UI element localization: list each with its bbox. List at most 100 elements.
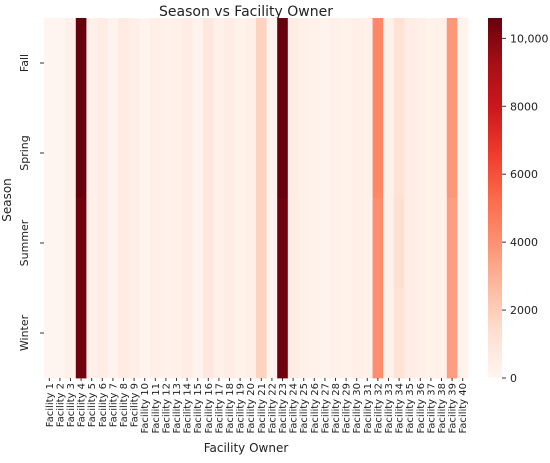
x-tick-label: Facility 17 [214, 383, 225, 434]
heatmap-cell [457, 108, 469, 199]
x-tick-label: Facility 19 [236, 383, 247, 434]
heatmap-cell [393, 198, 405, 289]
heatmap-cell [203, 18, 214, 109]
heatmap-cell [97, 18, 108, 109]
x-tick-label: Facility 13 [172, 383, 183, 434]
heatmap-cell [457, 288, 469, 379]
heatmap-cell [54, 18, 66, 109]
x-tick-label: Facility 23 [278, 383, 289, 434]
x-tick-label: Facility 32 [373, 383, 384, 434]
heatmap-cell [86, 288, 98, 379]
heatmap-cell [75, 288, 87, 379]
heatmap-cell [372, 288, 384, 379]
heatmap-cell [340, 18, 352, 109]
heatmap-cell [436, 18, 448, 109]
heatmap-cell [224, 288, 236, 379]
y-tick-label: Winter [18, 314, 31, 351]
heatmap-cell [181, 18, 193, 109]
heatmap-cell [160, 18, 172, 109]
heatmap-cell [287, 18, 299, 109]
colorbar-tick-label: 8000 [510, 100, 538, 113]
heatmap-cell [107, 18, 119, 109]
heatmap-cell [372, 108, 384, 199]
heatmap-cell [436, 108, 448, 199]
x-tick-label: Facility 8 [119, 383, 130, 427]
heatmap-cell [330, 288, 342, 379]
chart-title: Season vs Facility Owner [159, 4, 333, 20]
y-tick-label: Spring [18, 135, 31, 171]
heatmap-cell [436, 288, 448, 379]
x-tick-label: Facility 20 [246, 383, 257, 434]
heatmap-cell [340, 108, 352, 199]
heatmap-cell [404, 288, 416, 379]
heatmap-cell [128, 288, 140, 379]
heatmap-cell [383, 18, 395, 109]
heatmap-cell [404, 198, 416, 289]
heatmap-cell [340, 198, 352, 289]
heatmap-cell [340, 288, 352, 379]
heatmap-cell [298, 18, 310, 109]
heatmap-cell [192, 198, 204, 289]
heatmap-cell [107, 108, 119, 199]
heatmap-cell [192, 288, 204, 379]
heatmap-cell [404, 18, 416, 109]
heatmap-cell [128, 198, 140, 289]
x-tick-label: Facility 18 [225, 383, 236, 434]
heatmap-cell [160, 108, 172, 199]
heatmap-cell [287, 198, 299, 289]
x-tick-label: Facility 9 [130, 383, 141, 427]
heatmap-cell [287, 288, 299, 379]
heatmap-cell [446, 18, 458, 109]
heatmap-cell [181, 108, 193, 199]
colorbar-tick-label: 0 [510, 372, 517, 385]
heatmap-cell [298, 288, 310, 379]
heatmap-cell [277, 18, 289, 109]
heatmap-cell [171, 198, 183, 289]
colorbar-tick-label: 2000 [510, 304, 538, 317]
heatmap-cell [128, 108, 140, 199]
heatmap-cell [351, 198, 363, 289]
heatmap-cell [150, 288, 161, 379]
x-tick-label: Facility 6 [98, 383, 109, 427]
heatmap-cells [44, 18, 469, 379]
heatmap-cell [372, 198, 384, 289]
heatmap-cell [150, 198, 161, 289]
heatmap-cell [118, 18, 130, 109]
heatmap-cell [277, 108, 289, 199]
heatmap-cell [203, 108, 214, 199]
x-tick-label: Facility 34 [395, 383, 406, 434]
heatmap-cell [160, 198, 172, 289]
heatmap-cell [213, 108, 225, 199]
heatmap-cell [298, 198, 310, 289]
heatmap-cell [319, 18, 331, 109]
heatmap-cell [383, 108, 395, 199]
x-tick-label: Facility 38 [437, 383, 448, 434]
heatmap-cell [203, 288, 214, 379]
heatmap-cell [171, 288, 183, 379]
heatmap-cell [425, 198, 437, 289]
heatmap-cell [383, 198, 395, 289]
x-tick-label: Facility 4 [77, 383, 88, 427]
x-tick-label: Facility 31 [363, 383, 374, 434]
heatmap-cell [213, 198, 225, 289]
heatmap-cell [277, 288, 289, 379]
heatmap-cell [118, 288, 130, 379]
heatmap-cell [192, 108, 204, 199]
x-tick-label: Facility 25 [299, 383, 310, 434]
heatmap-cell [171, 18, 183, 109]
heatmap-cell [393, 18, 405, 109]
heatmap-cell [160, 288, 172, 379]
heatmap-cell [213, 288, 225, 379]
heatmap-cell [319, 198, 331, 289]
heatmap-cell [256, 18, 267, 109]
heatmap-cell [256, 108, 267, 199]
heatmap-cell [277, 198, 289, 289]
heatmap-cell [75, 108, 87, 199]
heatmap-cell [425, 18, 437, 109]
heatmap-cell [139, 108, 151, 199]
heatmap-cell [171, 108, 183, 199]
x-axis-label: Facility Owner [204, 441, 289, 455]
heatmap-cell [266, 288, 278, 379]
heatmap-cell [224, 108, 236, 199]
